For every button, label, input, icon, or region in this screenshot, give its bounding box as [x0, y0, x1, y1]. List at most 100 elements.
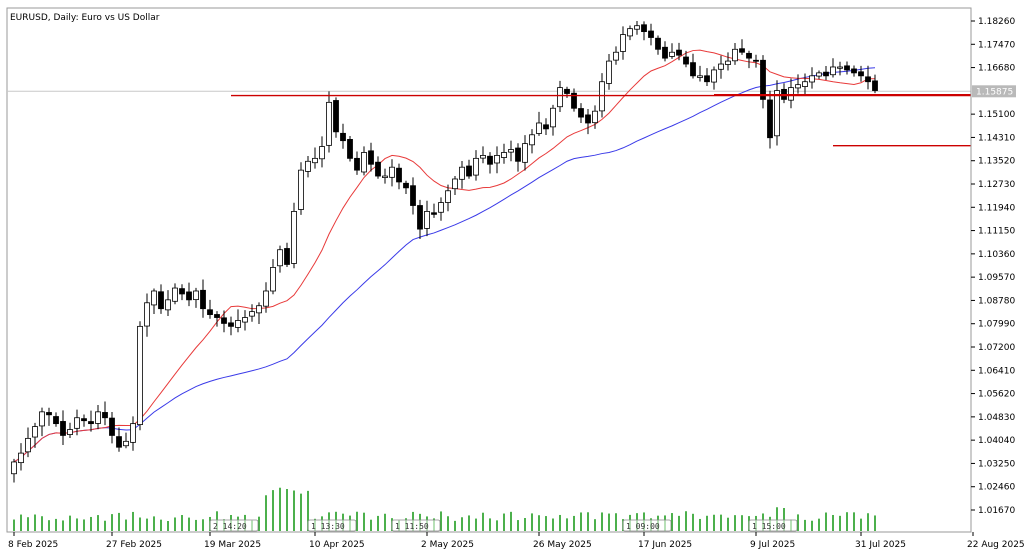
candle [725, 52, 731, 71]
candle [494, 146, 500, 174]
candle [620, 26, 626, 60]
candle [578, 103, 584, 124]
candle-body-down [571, 92, 577, 109]
candle-body-up [144, 302, 150, 327]
candle [137, 321, 143, 431]
candle-body-up [382, 175, 388, 178]
candle-body-down [676, 49, 682, 56]
candle-body-up [774, 90, 780, 137]
candle-body-up [74, 417, 80, 429]
candle [431, 203, 437, 218]
candle-body-up [634, 25, 640, 30]
candle [144, 293, 150, 337]
candle [46, 407, 52, 426]
candle-body-up [494, 155, 500, 164]
candle [669, 43, 675, 59]
candle [340, 123, 346, 149]
candle-body-down [200, 289, 206, 310]
price-tick-label: 1.04830 [978, 413, 1015, 423]
candle [116, 427, 122, 452]
candle-body-up [473, 157, 479, 176]
candle [480, 146, 486, 164]
candle-body-down [746, 52, 752, 59]
candle-body-down [109, 417, 115, 436]
candle-body-down [333, 100, 339, 133]
candle-body-down [655, 37, 661, 50]
candle-body-up [18, 452, 24, 464]
candle-body-up [536, 122, 542, 134]
candle-body-up [669, 51, 675, 57]
candle-body-up [550, 107, 556, 128]
candle-body-down [214, 314, 220, 318]
price-tick-label: 1.10360 [978, 250, 1015, 260]
candle-body-up [242, 317, 248, 323]
time-tick-label: 8 Feb 2025 [8, 540, 58, 550]
candle-body-up [480, 155, 486, 159]
candle-body-down [704, 75, 710, 83]
candle-body-up [445, 190, 451, 203]
candle-body-up [599, 81, 605, 112]
price-tick-label: 1.06410 [978, 366, 1015, 376]
volume-marker-box [307, 519, 357, 532]
current-price-tag [972, 85, 1016, 98]
candle-body-down [641, 24, 647, 33]
candle-body-down [578, 108, 584, 118]
candle [361, 146, 367, 176]
price-tick-label: 1.18260 [978, 17, 1015, 27]
candle [529, 129, 535, 154]
volume-markers: 2 14:20 1 13:30 1 11:50 1 09:00 1 15:00 [209, 519, 798, 532]
candle-body-up [711, 69, 717, 83]
candle-body-up [32, 426, 38, 438]
candle-body-down [88, 421, 94, 425]
candle [130, 416, 136, 451]
candle-body-up [256, 305, 262, 314]
candle [830, 58, 836, 78]
candle-body-up [522, 143, 528, 163]
price-tick-label: 1.16680 [978, 64, 1015, 74]
candle-body-up [165, 299, 171, 311]
candle-body-down [368, 150, 374, 165]
candle [53, 412, 59, 427]
candle [249, 304, 255, 322]
candle-body-up [235, 320, 241, 328]
candle-body-up [592, 110, 598, 124]
candle-body-down [417, 205, 423, 230]
candle [319, 136, 325, 168]
candle-body-down [375, 161, 381, 177]
candle [277, 245, 283, 273]
candle [263, 282, 269, 313]
candle [844, 61, 850, 75]
candle-body-up [270, 267, 276, 292]
candle [522, 135, 528, 171]
candle-body-down [410, 185, 416, 206]
candle-body-up [725, 60, 731, 65]
candle [690, 53, 696, 79]
candle-body-down [872, 80, 878, 91]
candle [802, 73, 808, 95]
candle [410, 177, 416, 215]
candle-body-down [466, 165, 472, 177]
candle [536, 111, 542, 136]
candle-body-up [305, 160, 311, 172]
candle [298, 162, 304, 215]
volume-bars [13, 487, 876, 531]
candle [60, 410, 66, 446]
candle-body-up [452, 178, 458, 190]
candle [795, 74, 801, 94]
candle-body-up [326, 101, 332, 146]
candle-body-down [858, 71, 864, 77]
candle [291, 202, 297, 269]
candle [683, 50, 689, 68]
candle-body-down [515, 147, 521, 162]
candle-body-up [802, 81, 808, 87]
candle [452, 175, 458, 196]
price-tick-label: 1.02460 [978, 483, 1015, 493]
candle-body-up [606, 60, 612, 84]
volume-marker-label: 1 11:50 [395, 522, 429, 531]
candle [732, 42, 738, 65]
candle [347, 135, 353, 162]
price-tick-label: 1.11150 [978, 227, 1015, 237]
candle [403, 180, 409, 194]
candle [417, 199, 423, 240]
